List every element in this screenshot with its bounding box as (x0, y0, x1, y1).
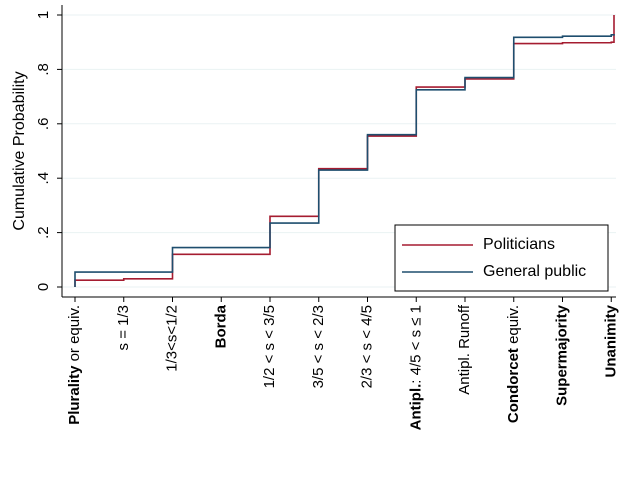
x-tick-label: Antipl.: 4/5 < s ≤ 1 (407, 305, 424, 430)
x-tick-label: s = 1/3 (115, 305, 132, 350)
x-tick-label-part: 1/3<s<1/2 (163, 305, 180, 372)
x-tick-label: 2/3 < s < 4/5 (358, 305, 375, 388)
x-tick-label: Condorcet equiv. (505, 305, 522, 423)
x-tick-label: Borda (212, 304, 229, 348)
x-tick-label-part: : 4/5 < s ≤ 1 (407, 305, 424, 384)
y-tick-label: 0 (35, 283, 52, 291)
x-tick-label-part: Unanimity (602, 304, 619, 377)
x-tick-label: 3/5 < s < 2/3 (310, 305, 327, 388)
legend-label: Politicians (483, 236, 555, 253)
x-tick-label-part: 1/2 < s < 3/5 (261, 305, 278, 388)
x-tick-label: Plurality or equiv. (66, 305, 83, 425)
y-tick-label: .2 (35, 226, 52, 239)
series-lines (74, 15, 615, 287)
x-tick-label: Supermajority (553, 304, 570, 406)
y-axis-ticks: 0 .2 .4 .6 .8 1 (35, 11, 62, 291)
x-tick-label-part: s = 1/3 (115, 305, 132, 350)
legend: Politicians General public (394, 224, 609, 292)
x-tick-label-part: Supermajority (553, 304, 570, 406)
general-public-series-line (74, 34, 615, 287)
legend-box (394, 224, 609, 292)
x-tick-label: 1/3<s<1/2 (163, 305, 180, 372)
x-axis-ticks: Plurality or equiv. s = 1/3 1/3<s<1/2 Borda… (66, 297, 619, 430)
x-tick-label: Antipl. Runoff (456, 304, 473, 395)
x-tick-label-part: Condorcet (505, 348, 522, 423)
y-tick-label: .6 (35, 118, 52, 131)
x-tick-label-part: Borda (212, 304, 229, 348)
x-tick-label-part: or equiv. (66, 305, 83, 366)
axes (61, 5, 616, 298)
y-tick-label: .4 (35, 172, 52, 185)
x-tick-label-part: Antipl. (407, 384, 424, 431)
x-tick-label: Unanimity (602, 304, 619, 377)
legend-label: General public (483, 263, 586, 280)
y-tick-label: .8 (35, 63, 52, 76)
x-tick-label-part: equiv. (505, 305, 522, 348)
x-tick-label: 1/2 < s < 3/5 (261, 305, 278, 388)
x-tick-label-part: Antipl. Runoff (456, 304, 473, 395)
x-tick-label-part: Plurality (66, 365, 83, 425)
y-axis-title: Cumulative Probability (11, 71, 28, 230)
x-tick-label-part: 3/5 < s < 2/3 (310, 305, 327, 388)
x-tick-label-part: 2/3 < s < 4/5 (358, 305, 375, 388)
y-tick-label: 1 (35, 11, 52, 19)
